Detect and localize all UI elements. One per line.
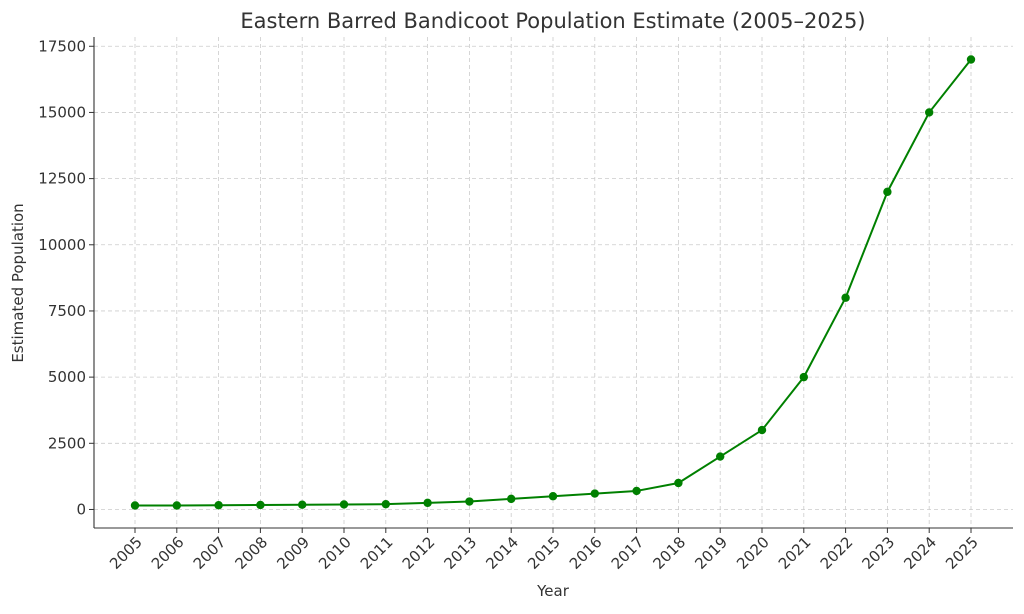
x-tick-label: 2019 bbox=[691, 533, 731, 573]
x-tick-label: 2022 bbox=[817, 533, 857, 573]
x-tick-label: 2009 bbox=[273, 533, 313, 573]
data-point bbox=[298, 500, 307, 509]
data-point bbox=[256, 500, 265, 510]
axes-layer: 2005 2006 2007 2008 2009 2010 2011 2012 2013 2014… bbox=[38, 37, 1013, 573]
x-axis-label: Year bbox=[536, 582, 570, 600]
data-point bbox=[883, 187, 892, 197]
data-point bbox=[799, 372, 808, 382]
x-tick-label: 2008 bbox=[231, 533, 271, 573]
y-tick-label: 17500 bbox=[38, 37, 86, 55]
data-point bbox=[507, 494, 516, 504]
x-tick-label: 2021 bbox=[775, 533, 815, 573]
data-point bbox=[465, 497, 474, 506]
y-tick-label: 7500 bbox=[48, 302, 86, 320]
x-tick-label: 2013 bbox=[440, 533, 480, 573]
data-point bbox=[632, 486, 641, 496]
chart-title: Eastern Barred Bandicoot Population Esti… bbox=[240, 9, 865, 33]
data-point bbox=[590, 489, 599, 498]
y-tick-label: 0 bbox=[76, 500, 86, 518]
x-tick-label: 2005 bbox=[106, 533, 146, 573]
data-point bbox=[841, 293, 850, 302]
data-point bbox=[214, 501, 223, 510]
data-point bbox=[172, 501, 181, 510]
data-point bbox=[757, 425, 767, 435]
x-tick-label: 2006 bbox=[148, 533, 188, 573]
y-tick-label: 5000 bbox=[48, 368, 86, 386]
data-point bbox=[925, 108, 934, 117]
x-tick-label: 2010 bbox=[315, 533, 355, 573]
data-point bbox=[674, 478, 683, 488]
data-point bbox=[381, 499, 390, 509]
y-tick-label: 15000 bbox=[38, 103, 86, 121]
x-tick-label: 2020 bbox=[733, 533, 773, 573]
data-point bbox=[966, 55, 976, 64]
grid-layer bbox=[94, 37, 1013, 528]
x-tick-label: 2015 bbox=[524, 533, 564, 573]
x-tick-label: 2024 bbox=[900, 533, 940, 573]
data-point bbox=[548, 492, 558, 501]
data-point bbox=[716, 452, 725, 461]
y-tick-label: 10000 bbox=[38, 236, 86, 254]
series-layer bbox=[130, 55, 976, 510]
y-tick-label: 12500 bbox=[38, 170, 86, 188]
x-tick-label: 2014 bbox=[482, 533, 522, 573]
x-tick-label: 2023 bbox=[858, 533, 898, 573]
data-point bbox=[130, 501, 140, 510]
x-tick-label: 2007 bbox=[190, 533, 230, 573]
data-point bbox=[339, 500, 349, 509]
x-tick-label: 2018 bbox=[649, 533, 689, 573]
y-tick-label: 2500 bbox=[48, 434, 86, 452]
y-axis-label: Estimated Population bbox=[9, 203, 27, 362]
x-tick-label: 2017 bbox=[608, 533, 648, 573]
x-tick-label: 2025 bbox=[942, 533, 982, 573]
x-tick-label: 2016 bbox=[566, 533, 606, 573]
x-tick-label: 2012 bbox=[399, 533, 439, 573]
data-point bbox=[423, 498, 432, 508]
x-tick-label: 2011 bbox=[357, 533, 397, 573]
